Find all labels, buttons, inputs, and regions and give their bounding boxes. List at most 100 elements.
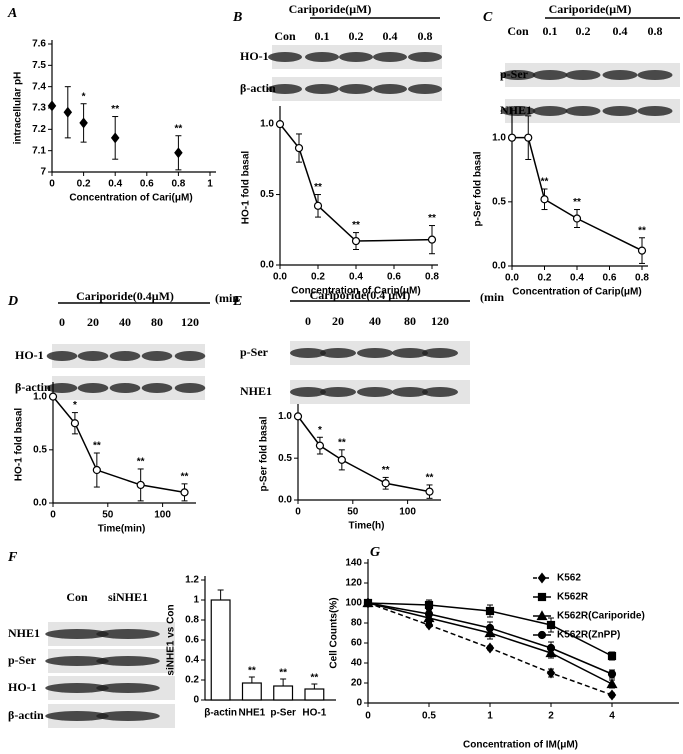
lane-label: 0.2 [349, 29, 364, 43]
marker [424, 600, 434, 610]
blot-band [77, 351, 109, 361]
blot-band [109, 351, 141, 361]
panel-letter: G [370, 545, 380, 560]
marker [63, 106, 73, 118]
y-tick-label: 0.4 [185, 655, 199, 666]
marker [424, 619, 434, 631]
data-line [512, 136, 643, 252]
lane-label: 0.4 [613, 24, 628, 38]
blot-band [141, 383, 173, 393]
y-tick-label: 1.0 [492, 132, 506, 143]
significance: ** [279, 668, 287, 679]
y-tick-label: 80 [351, 618, 363, 629]
blot-band [422, 348, 458, 358]
blot-band [373, 52, 407, 62]
y-tick-label: 0.8 [185, 615, 199, 626]
y-tick-label: 7.4 [32, 81, 46, 92]
y-tick-label: 0.0 [492, 261, 506, 272]
lane-label: 40 [369, 314, 381, 328]
marker [537, 592, 547, 602]
marker [315, 441, 325, 450]
significance: ** [352, 220, 360, 231]
y-tick-label: 0.5 [492, 196, 506, 207]
y-tick-label: 0.5 [278, 453, 292, 464]
x-tick-label: β-actin [204, 708, 237, 719]
legend-label: K562R [557, 592, 589, 603]
significance: ** [426, 473, 434, 484]
marker [48, 392, 58, 401]
lane-label: 120 [431, 314, 449, 328]
lane-label: 0 [59, 315, 65, 329]
blot-band [565, 70, 601, 80]
lane-label: 0.8 [418, 29, 433, 43]
x-axis-label: Time(min) [98, 524, 146, 535]
lane-label: 20 [87, 315, 99, 329]
marker [92, 465, 101, 475]
x-tick-label: 0 [365, 711, 371, 722]
row-label: HO-1 [15, 348, 44, 362]
row-label: HO-1 [8, 680, 37, 694]
marker [537, 572, 547, 584]
lane-label: 80 [404, 314, 416, 328]
y-tick-label: 7 [40, 167, 46, 178]
blot-band [96, 683, 160, 693]
marker [507, 133, 517, 142]
marker [425, 487, 434, 496]
blot-band [109, 383, 141, 393]
marker [546, 620, 556, 630]
blot-header: Cariporide(0.4 μM) [310, 288, 411, 302]
y-tick-label: 20 [351, 678, 363, 689]
y-tick-label: 0.0 [278, 495, 292, 506]
y-tick-label: 1.0 [33, 391, 47, 402]
x-tick-label: 0.8 [425, 272, 439, 283]
significance: ** [428, 213, 436, 224]
lane-label: 0.2 [576, 24, 591, 38]
y-tick-label: 1.2 [185, 575, 199, 586]
y-tick-label: 0.0 [33, 498, 47, 509]
panel-letter: B [232, 10, 242, 25]
marker [607, 651, 617, 661]
x-tick-label: 2 [548, 711, 554, 722]
y-axis-label: Cell Counts(%) [329, 597, 340, 668]
y-tick-label: 0.5 [33, 444, 47, 455]
blot-band [373, 84, 407, 94]
blot-band [46, 383, 78, 393]
marker [294, 143, 304, 153]
blot-band [532, 70, 568, 80]
blot-band [268, 84, 302, 94]
blot-band [357, 387, 393, 397]
row-label: NHE1 [8, 626, 40, 640]
blot-band [45, 711, 109, 721]
marker [572, 214, 582, 223]
marker [110, 132, 120, 144]
significance: ** [181, 471, 189, 482]
legend-label: K562 [557, 573, 581, 584]
legend-label: K562R(ZnPP) [557, 630, 620, 641]
significance: ** [175, 123, 183, 134]
marker [485, 606, 495, 616]
blot-band [602, 106, 638, 116]
significance: * [82, 91, 86, 102]
lane-label: 120 [181, 315, 199, 329]
lane-label: 0.1 [315, 29, 330, 43]
x-tick-label: 0.6 [387, 272, 401, 283]
blot-band [500, 106, 536, 116]
marker [79, 117, 88, 129]
significance: ** [310, 673, 318, 684]
significance: * [73, 400, 77, 411]
blot-band [46, 351, 78, 361]
significance: ** [93, 441, 101, 452]
x-tick-label: 0.6 [603, 273, 617, 284]
blot-band [637, 70, 673, 80]
significance: ** [248, 666, 256, 677]
blot-band [77, 383, 109, 393]
x-tick-label: 0.2 [311, 272, 325, 283]
blot-band [174, 383, 206, 393]
row-label: p-Ser [240, 345, 269, 359]
marker [174, 147, 183, 159]
lane-label: 80 [151, 315, 163, 329]
blot-band [96, 656, 160, 666]
x-tick-label: 1 [207, 179, 213, 190]
x-tick-label: NHE1 [239, 708, 266, 719]
